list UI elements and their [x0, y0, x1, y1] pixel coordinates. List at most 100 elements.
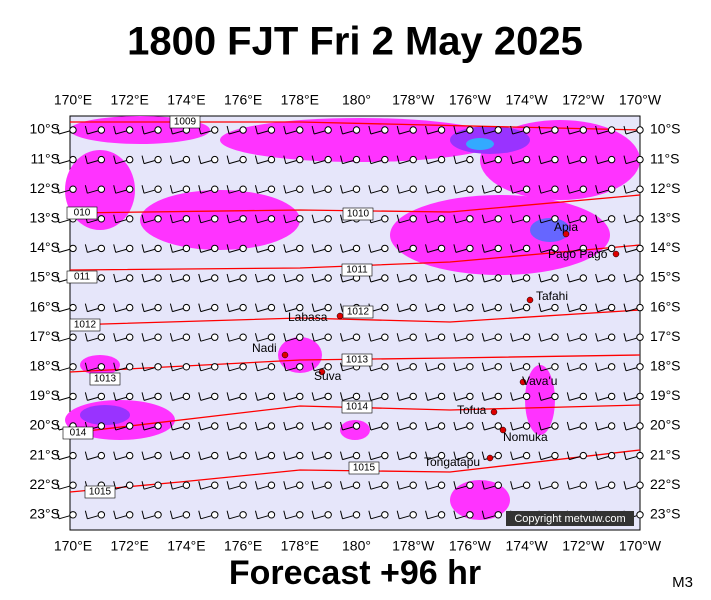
- barb-station: [296, 451, 304, 460]
- isobar-label: 1012: [347, 307, 370, 318]
- barb-flag: [595, 451, 599, 460]
- barb-flag: [623, 185, 627, 194]
- barb-flag: [396, 510, 400, 519]
- barb: [623, 421, 644, 431]
- barb-flag: [566, 421, 570, 431]
- barb: [283, 244, 304, 253]
- barb-station: [579, 215, 587, 223]
- barb-station: [607, 155, 616, 164]
- barb-station: [522, 481, 531, 489]
- barb-flag: [425, 481, 429, 490]
- barb-flag: [141, 303, 145, 312]
- lon-label-top: 176°E: [224, 92, 262, 108]
- barb: [425, 451, 446, 461]
- barb-station: [437, 155, 446, 164]
- barb-station: [579, 244, 587, 253]
- barb-station: [409, 215, 417, 223]
- barb-station: [182, 451, 191, 460]
- barb: [453, 273, 474, 283]
- barb-flag: [311, 185, 315, 194]
- barb-station: [182, 215, 191, 223]
- barb: [368, 244, 389, 253]
- barb-station: [69, 363, 77, 371]
- barb-station: [381, 333, 389, 341]
- barb-station: [352, 333, 361, 341]
- barb-station: [324, 392, 332, 401]
- barb-flag: [254, 244, 258, 253]
- barb-station: [551, 303, 559, 312]
- barb-flag: [538, 155, 542, 164]
- barb-station: [296, 185, 304, 193]
- barb-flag: [595, 303, 599, 312]
- lon-label-top: 180°: [342, 92, 371, 108]
- barb-station: [267, 244, 276, 253]
- barb-flag: [283, 303, 287, 312]
- barb: [425, 214, 446, 224]
- barb-station: [466, 155, 474, 164]
- lon-label-top: 174°E: [167, 92, 205, 108]
- barb: [396, 273, 417, 283]
- barb: [283, 392, 304, 401]
- barb-station: [239, 333, 247, 341]
- lat-label-right: 23°S: [650, 506, 681, 522]
- barb-station: [437, 303, 446, 312]
- barb-flag: [226, 244, 230, 253]
- barb-station: [381, 215, 389, 223]
- barb: [595, 451, 616, 461]
- barb-station: [551, 215, 559, 223]
- barb-flag: [311, 273, 315, 283]
- barb-flag: [254, 273, 258, 283]
- barb: [566, 125, 587, 135]
- barb: [311, 273, 332, 283]
- barb-station: [352, 511, 361, 519]
- barb-station: [324, 451, 332, 460]
- barb: [56, 125, 77, 135]
- barb-station: [97, 363, 106, 371]
- barb-station: [466, 451, 474, 460]
- lon-label-bottom: 176°E: [224, 538, 262, 554]
- lon-label-bottom: 174°E: [167, 538, 205, 554]
- barb-station: [579, 303, 587, 312]
- barb-flag: [595, 125, 599, 135]
- barb-station: [324, 363, 332, 371]
- barb-station: [381, 451, 389, 460]
- lon-label-top: 172°W: [562, 92, 605, 108]
- barb-flag: [141, 362, 145, 371]
- barb-station: [607, 244, 616, 253]
- barb-station: [239, 363, 247, 371]
- barb: [396, 510, 417, 520]
- barb-station: [154, 274, 162, 282]
- barb-station: [607, 363, 616, 371]
- barb: [453, 333, 474, 342]
- barb-station: [551, 126, 559, 134]
- barb: [283, 214, 304, 224]
- barb-flag: [623, 451, 627, 460]
- barb-flag: [453, 421, 457, 431]
- barb-flag: [113, 273, 117, 283]
- barb-station: [324, 126, 332, 134]
- barb-flag: [311, 392, 315, 401]
- barb: [340, 421, 361, 431]
- barb-station: [267, 333, 276, 341]
- barb-station: [636, 451, 644, 460]
- barb-station: [154, 451, 162, 460]
- lat-label-right: 20°S: [650, 417, 681, 433]
- barb-station: [211, 274, 219, 282]
- barb: [226, 451, 247, 461]
- barb: [113, 303, 134, 313]
- barb: [368, 155, 389, 165]
- barb: [198, 451, 219, 461]
- barb-flag: [538, 421, 542, 431]
- place-marker: [318, 368, 326, 376]
- barb: [453, 303, 474, 313]
- barb: [84, 125, 106, 135]
- isobar-label-box: [66, 206, 98, 220]
- barb-station: [494, 363, 502, 371]
- barb-flag: [566, 451, 570, 460]
- barb-flag: [113, 155, 117, 164]
- barb: [510, 273, 531, 283]
- barb: [595, 421, 616, 431]
- barb-station: [97, 511, 106, 519]
- barb: [141, 214, 162, 224]
- barb-station: [154, 422, 162, 430]
